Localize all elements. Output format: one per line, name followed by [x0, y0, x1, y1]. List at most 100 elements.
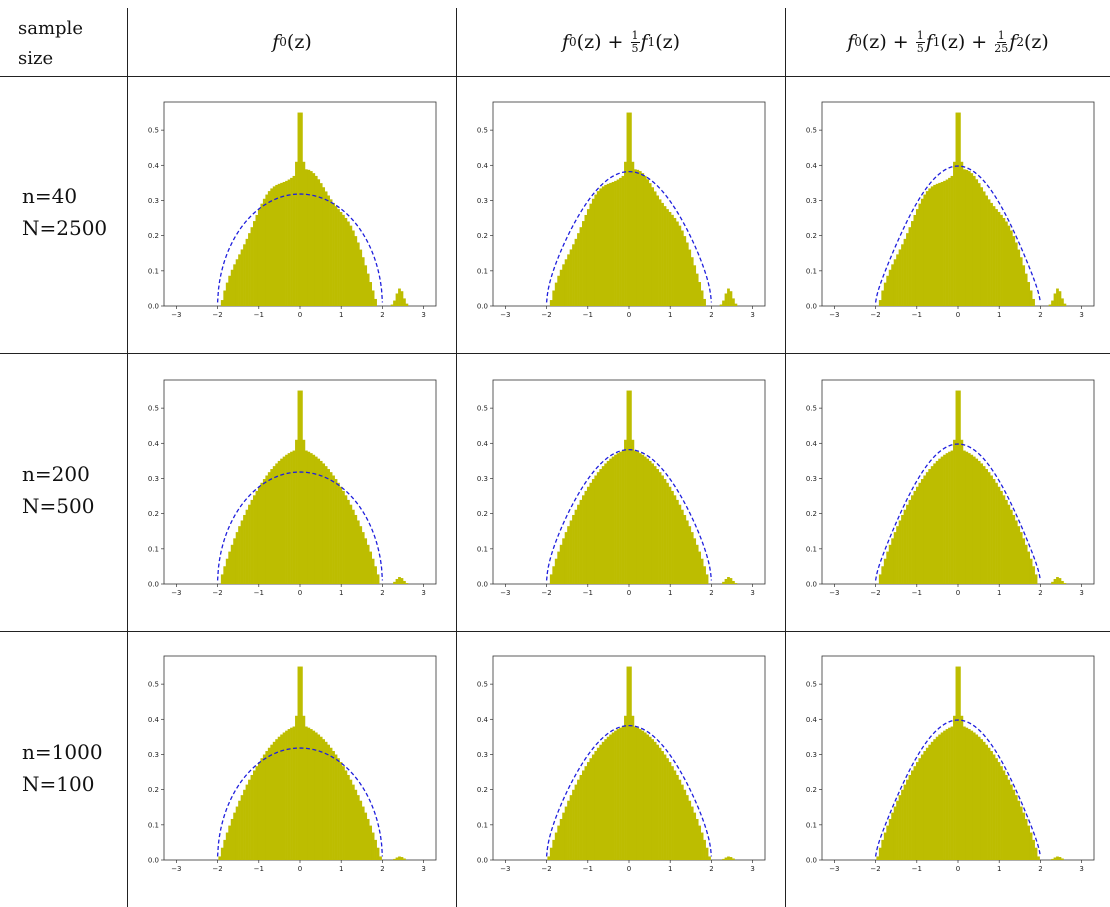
histogram-bar: [945, 729, 949, 860]
x-tick-label: 0: [956, 311, 960, 319]
fraction-numerator: 1: [915, 28, 925, 43]
histogram-bar: [990, 202, 993, 306]
x-tick-label: −1: [583, 865, 593, 873]
formula-arg: (z) +: [576, 31, 624, 53]
histogram-bar: [327, 744, 330, 860]
histogram-bar: [960, 715, 964, 860]
outlier-bar: [403, 580, 406, 584]
y-tick-label: 0.5: [806, 127, 817, 135]
histogram-bar: [695, 544, 699, 584]
outlier-bar: [403, 858, 406, 860]
histogram-bar: [290, 177, 293, 306]
histogram-bar: [970, 730, 974, 860]
histogram-bar: [673, 770, 677, 860]
x-tick-label: 3: [1079, 311, 1083, 319]
histogram-bar: [549, 847, 553, 860]
x-tick-label: 2: [1038, 589, 1042, 597]
histogram-bar: [928, 469, 932, 584]
histogram-bar: [245, 509, 249, 584]
histogram-bar: [342, 214, 345, 306]
histogram-bar: [920, 754, 924, 860]
x-tick-label: −2: [212, 589, 222, 597]
histogram-bar: [698, 551, 702, 584]
histogram-bar: [626, 112, 630, 306]
y-tick-label: 0.2: [148, 510, 159, 518]
histogram-bars: [549, 112, 738, 306]
histogram-bar: [295, 161, 298, 306]
histogram-bar: [616, 453, 620, 584]
x-tick-label: 3: [1079, 865, 1083, 873]
outlier-bar: [405, 583, 409, 584]
histogram-bar: [636, 169, 640, 306]
x-tick-label: 2: [380, 311, 384, 319]
histogram-bar: [552, 839, 556, 860]
histogram-bar: [661, 475, 664, 584]
histogram-bar: [376, 847, 380, 860]
x-tick-label: −1: [583, 311, 593, 319]
histogram-bar: [651, 463, 655, 584]
histogram-bar: [1004, 221, 1008, 306]
x-tick-label: −1: [254, 589, 264, 597]
y-tick-label: 0.5: [148, 681, 159, 689]
histogram-bar: [596, 472, 600, 584]
histogram-bar: [638, 453, 642, 584]
histogram-bar: [351, 784, 355, 860]
outlier-bar: [1051, 581, 1054, 584]
histogram-bar: [940, 732, 944, 860]
histogram-bar: [703, 298, 706, 306]
y-tick-label: 0.3: [806, 475, 817, 483]
histogram-plot: −3 −2 −1 0 1 2 3 0.0 0.1 0.2 0.3 0.4 0.5: [806, 101, 1095, 319]
table-divider: [0, 353, 1110, 354]
x-tick-label: 1: [668, 311, 672, 319]
histogram-bar: [601, 186, 605, 306]
histogram-bar: [943, 454, 946, 584]
histogram-bar: [270, 469, 274, 584]
outlier-bar: [1058, 578, 1062, 584]
histogram-bar: [985, 469, 988, 584]
histogram-bar: [579, 774, 583, 860]
histogram-bar: [349, 504, 353, 584]
histogram-bar: [260, 203, 264, 306]
histogram-bar: [955, 390, 959, 584]
outlier-bar: [1056, 288, 1059, 306]
histogram-bar: [948, 451, 951, 584]
histogram-bar: [621, 726, 625, 860]
histogram-bar: [599, 469, 603, 584]
histogram-bar: [658, 472, 662, 584]
histogram-bar: [962, 726, 966, 860]
histogram-bar: [906, 504, 909, 584]
histogram-bar: [312, 730, 316, 860]
y-tick-label: 0.3: [148, 197, 159, 205]
histogram-bar: [255, 490, 259, 584]
histogram-bar: [690, 257, 694, 306]
x-tick-label: 3: [1079, 589, 1083, 597]
y-tick-label: 0.5: [477, 127, 488, 135]
histogram-bar: [371, 832, 375, 860]
y-tick-label: 0.1: [806, 267, 817, 275]
histogram-bar: [262, 479, 266, 584]
histogram-bar: [997, 762, 1001, 860]
y-tick-label: 0.4: [148, 716, 160, 724]
histogram-bar: [589, 203, 593, 306]
histogram-bar: [638, 729, 642, 860]
histogram-bar: [292, 175, 296, 306]
outlier-bar: [400, 857, 404, 860]
histogram-plot: −3 −2 −1 0 1 2 3 0.0 0.1 0.2 0.3 0.4 0.5: [148, 101, 437, 319]
histogram-bars: [876, 666, 1064, 860]
y-tick-label: 0.3: [148, 751, 159, 759]
histogram-bar: [913, 214, 917, 306]
outlier-bar: [729, 857, 733, 860]
histogram-bar: [995, 758, 998, 860]
histogram-bar: [577, 779, 580, 860]
x-tick-label: −1: [912, 865, 922, 873]
x-tick-label: 3: [750, 311, 754, 319]
histogram-bar: [661, 202, 664, 306]
histogram-bars: [218, 666, 406, 860]
histogram-bar: [695, 273, 699, 306]
outlier-bar: [1061, 298, 1064, 306]
histogram-bar: [958, 666, 961, 860]
histogram-bar: [1017, 526, 1021, 584]
row-label: n=200 N=500: [22, 458, 94, 522]
histogram-bar: [678, 504, 682, 584]
